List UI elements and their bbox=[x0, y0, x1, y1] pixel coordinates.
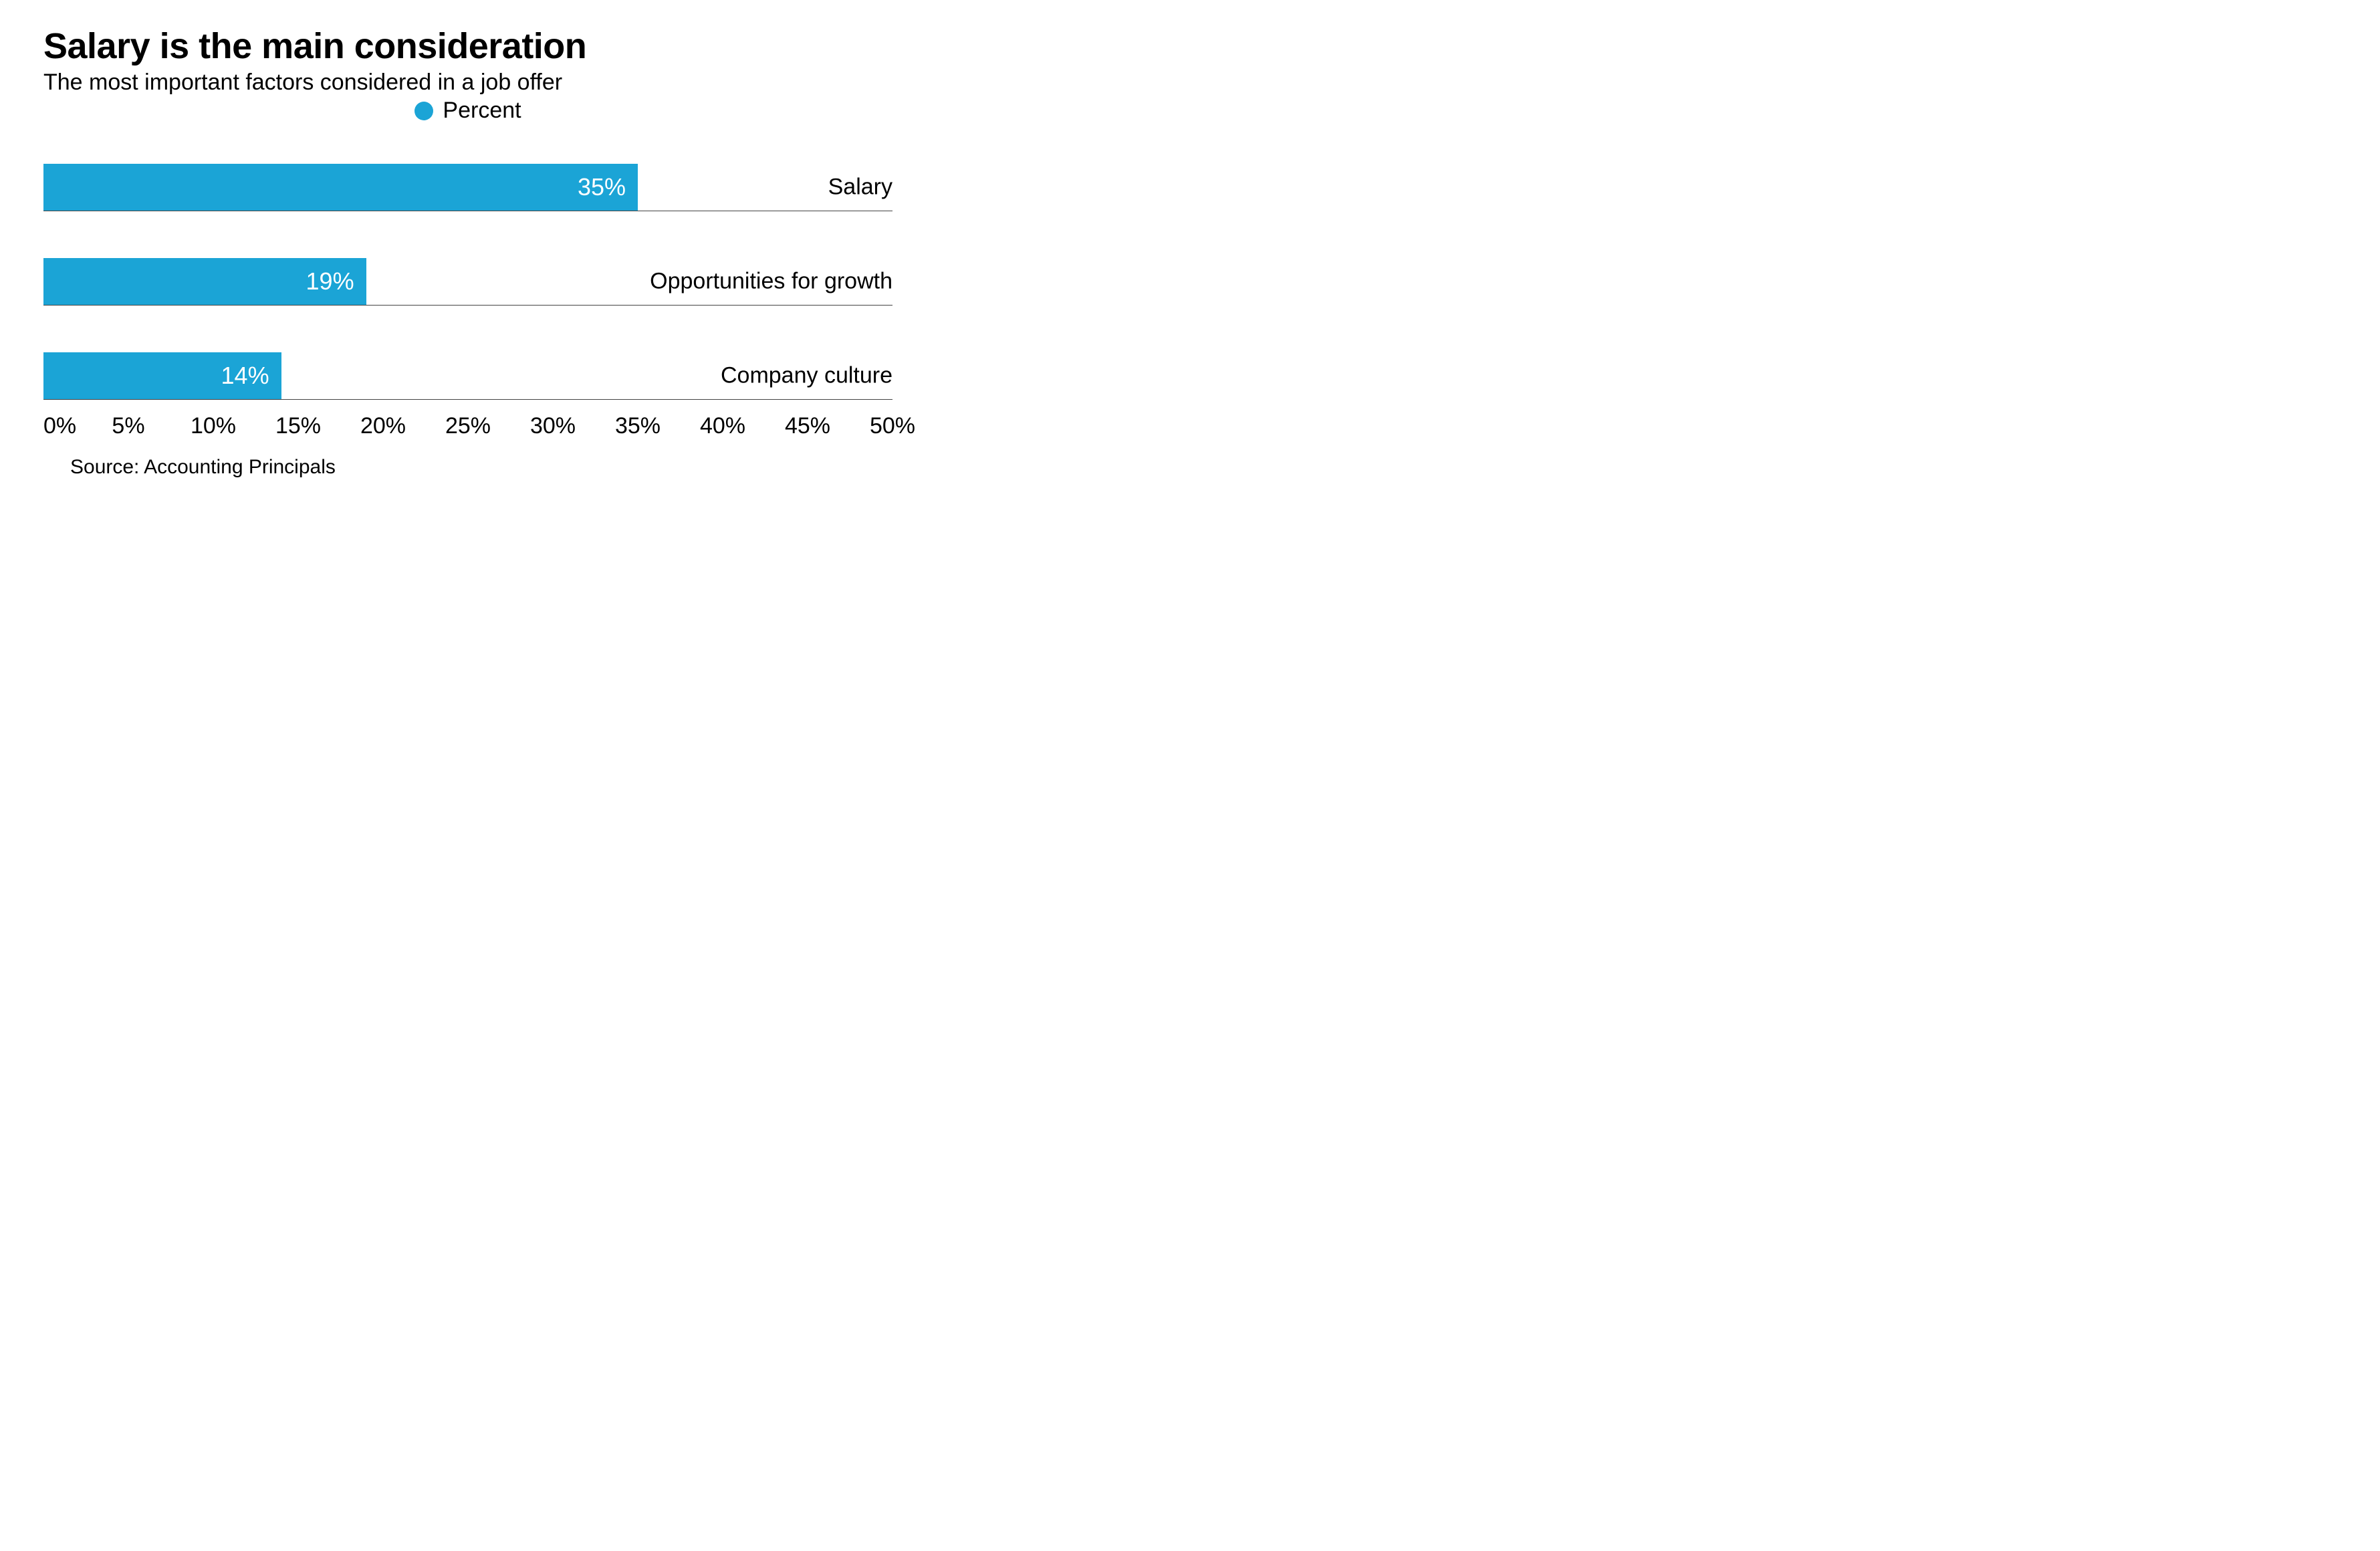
x-axis-tick: 25% bbox=[445, 413, 491, 439]
chart-subtitle: The most important factors considered in… bbox=[43, 69, 892, 96]
x-axis-tick: 30% bbox=[530, 413, 576, 439]
bar-track: 14% Company culture bbox=[43, 352, 892, 400]
x-axis-tick: 50% bbox=[870, 413, 915, 439]
x-axis-tick: 35% bbox=[615, 413, 661, 439]
bar-fill: 14% bbox=[43, 352, 281, 399]
x-axis-tick: 15% bbox=[275, 413, 321, 439]
bar-value: 14% bbox=[221, 362, 269, 390]
bars-group: 35% Salary 19% Opportunities for growth 14% C… bbox=[43, 164, 892, 400]
chart-legend: Percent bbox=[43, 98, 892, 124]
bar-label: Opportunities for growth bbox=[650, 269, 892, 295]
bar-fill: 19% bbox=[43, 258, 366, 305]
x-axis-tick: 5% bbox=[112, 413, 144, 439]
chart-container: Salary is the main consideration The mos… bbox=[0, 0, 929, 505]
bar-value: 35% bbox=[578, 173, 626, 201]
bar-fill: 35% bbox=[43, 164, 638, 211]
chart-title: Salary is the main consideration bbox=[43, 27, 892, 66]
bar-label: Company culture bbox=[721, 363, 892, 389]
x-axis-tick: 45% bbox=[785, 413, 830, 439]
x-axis-tick: 0% bbox=[43, 413, 76, 439]
bar-label: Salary bbox=[828, 174, 892, 201]
x-axis: 0%5%10%15%20%25%30%35%40%45%50% bbox=[43, 413, 892, 447]
bar-row: 35% Salary bbox=[43, 164, 892, 211]
chart-plot-area: 35% Salary 19% Opportunities for growth 14% C… bbox=[43, 164, 892, 447]
bar-track: 35% Salary bbox=[43, 164, 892, 211]
chart-source: Source: Accounting Principals bbox=[70, 456, 892, 479]
x-axis-tick: 40% bbox=[700, 413, 745, 439]
legend-swatch-icon bbox=[414, 102, 433, 120]
bar-track: 19% Opportunities for growth bbox=[43, 258, 892, 306]
legend-label: Percent bbox=[443, 98, 521, 124]
x-axis-tick: 20% bbox=[360, 413, 406, 439]
bar-row: 19% Opportunities for growth bbox=[43, 258, 892, 306]
bar-row: 14% Company culture bbox=[43, 352, 892, 400]
bar-value: 19% bbox=[306, 267, 354, 295]
x-axis-tick: 10% bbox=[191, 413, 236, 439]
